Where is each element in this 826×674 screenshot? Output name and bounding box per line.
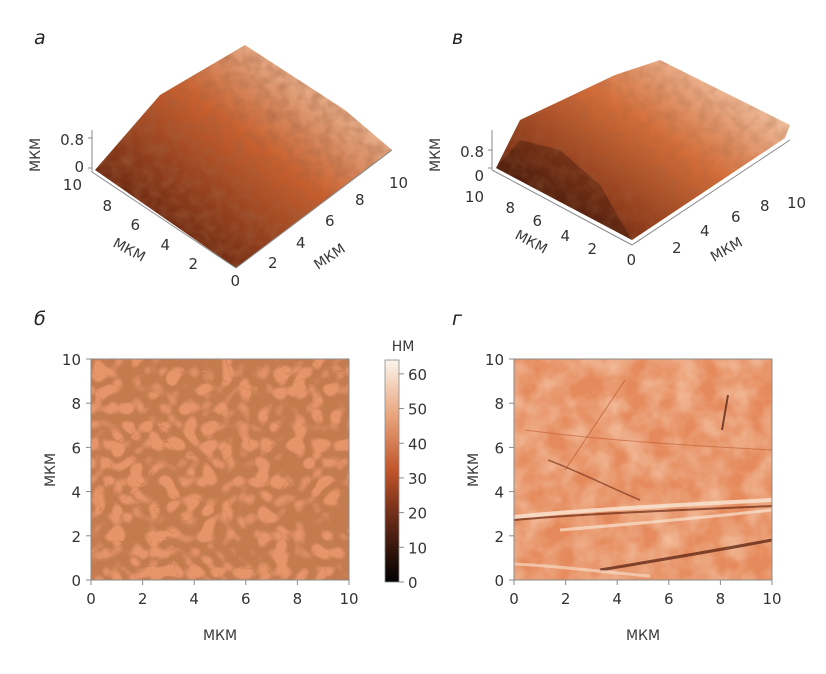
colorbar-tick-label: 50	[408, 401, 427, 419]
svg-text:10: 10	[787, 194, 806, 212]
panel-v-texture	[496, 60, 790, 240]
svg-text:2: 2	[188, 255, 198, 273]
b-x-tick-label: 4	[189, 590, 199, 608]
b-y-tick-label: 10	[62, 351, 81, 369]
panel-g-x-unit: МКМ	[626, 628, 660, 644]
svg-text:4: 4	[700, 222, 710, 240]
panel-v-z-tick: 0.8	[460, 143, 484, 161]
svg-text:2: 2	[672, 239, 682, 257]
b-x-tick-label: 8	[293, 590, 303, 608]
panel-b-x-unit: МКМ	[203, 628, 237, 644]
panel-b-texture	[91, 359, 349, 580]
svg-text:4: 4	[296, 234, 306, 252]
panel-v-y-unit: МКМ	[512, 227, 550, 257]
panel-a-y-unit: МКМ	[110, 235, 148, 265]
panel-a-texture	[95, 45, 392, 268]
g-y-tick-label: 0	[494, 572, 504, 590]
svg-text:4: 4	[560, 227, 570, 245]
g-x-tick-label: 4	[612, 590, 622, 608]
svg-text:8: 8	[102, 197, 112, 215]
g-y-tick-label: 6	[494, 439, 504, 457]
svg-text:6: 6	[130, 216, 140, 234]
svg-text:6: 6	[532, 212, 542, 230]
colorbar-tick-label: 60	[408, 366, 427, 384]
panel-g-texture	[514, 359, 772, 580]
g-x-tick-label: 2	[561, 590, 571, 608]
svg-text:6: 6	[731, 208, 741, 226]
panel-a-x-ticks: 2 4 6 8 10	[268, 174, 408, 272]
b-y-tick-label: 8	[71, 395, 81, 413]
b-y-tick-label: 2	[71, 528, 81, 546]
colorbar-unit: НМ	[392, 339, 415, 355]
g-x-tick-label: 0	[509, 590, 519, 608]
panel-a-axes	[91, 130, 393, 269]
b-y-tick-label: 6	[71, 439, 81, 457]
svg-text:4: 4	[160, 236, 170, 254]
svg-text:8: 8	[355, 191, 365, 209]
b-y-tick-label: 4	[71, 484, 81, 502]
svg-text:10: 10	[389, 174, 408, 192]
panel-v-label: в	[452, 27, 463, 49]
g-y-tick-label: 4	[494, 484, 504, 502]
b-y-tick-label: 0	[71, 572, 81, 590]
panel-v-x-ticks: 2 4 6 8 10	[672, 194, 806, 257]
svg-text:10: 10	[63, 176, 82, 194]
svg-text:0: 0	[230, 272, 240, 290]
panel-g-y-unit: МКМ	[466, 453, 482, 487]
svg-text:0: 0	[626, 251, 636, 269]
panel-g-2d-map: г 0 2 4 6 8 10 0 2 4 6 8 10 МКМ МКМ	[452, 308, 782, 644]
panel-b-label: б	[34, 308, 46, 330]
panel-a-y-ticks: 10 8 6 4 2 0	[63, 176, 240, 290]
svg-text:2: 2	[268, 254, 278, 272]
colorbar-tick-label: 40	[408, 435, 427, 453]
colorbar: НМ 60 50 40 30 20 10 0	[384, 339, 427, 592]
panel-v-z-tick: 0	[474, 167, 484, 185]
svg-text:8: 8	[505, 199, 515, 217]
svg-text:6: 6	[325, 212, 335, 230]
svg-text:8: 8	[760, 197, 770, 215]
panel-g-label: г	[452, 308, 463, 330]
panel-b-y-unit: МКМ	[43, 453, 59, 487]
svg-text:2: 2	[587, 240, 597, 258]
g-x-tick-label: 10	[762, 590, 781, 608]
colorbar-tick-label: 10	[408, 539, 427, 557]
colorbar-tick-label: 0	[408, 574, 418, 592]
panel-g-ticks: 0 2 4 6 8 10 0 2 4 6 8 10	[485, 351, 782, 608]
colorbar-tick-label: 20	[408, 505, 427, 523]
g-y-tick-label: 10	[485, 351, 504, 369]
panel-a-x-unit: МКМ	[311, 241, 348, 273]
g-y-tick-label: 2	[494, 528, 504, 546]
panel-v-z-unit: МКМ	[428, 138, 444, 172]
panel-a-3d-surface: а 0.8 0 МКМ 10 8 6 4 2 0 МКМ 2 4 6 8 10 …	[28, 27, 408, 290]
panel-b-2d-map: б 0 2 4 6 8 10 0 2 4 6 8 10 МКМ МКМ	[34, 308, 359, 644]
colorbar-ticks: 60 50 40 30 20 10 0	[399, 366, 427, 592]
b-x-tick-label: 6	[241, 590, 251, 608]
g-y-tick-label: 8	[494, 395, 504, 413]
g-x-tick-label: 8	[716, 590, 726, 608]
panel-a-label: а	[34, 27, 46, 49]
g-x-tick-label: 6	[664, 590, 674, 608]
svg-text:10: 10	[465, 188, 484, 206]
panel-a-z-unit: МКМ	[28, 138, 44, 172]
b-x-tick-label: 10	[339, 590, 358, 608]
panel-v-x-unit: МКМ	[708, 235, 746, 266]
colorbar-gradient	[384, 359, 400, 583]
b-x-tick-label: 0	[86, 590, 96, 608]
panel-v-3d-surface: в 0.8 0 МКМ 10 8 6 4 2 0 МКМ 2 4 6 8 10 …	[428, 27, 806, 269]
panel-b-ticks: 0 2 4 6 8 10 0 2 4 6 8 10	[62, 351, 359, 608]
panel-a-z-tick: 0.8	[60, 131, 84, 149]
panel-a-z-tick: 0	[74, 158, 84, 176]
b-x-tick-label: 2	[138, 590, 148, 608]
colorbar-tick-label: 30	[408, 470, 427, 488]
panel-v-y-ticks: 10 8 6 4 2 0	[465, 188, 636, 269]
